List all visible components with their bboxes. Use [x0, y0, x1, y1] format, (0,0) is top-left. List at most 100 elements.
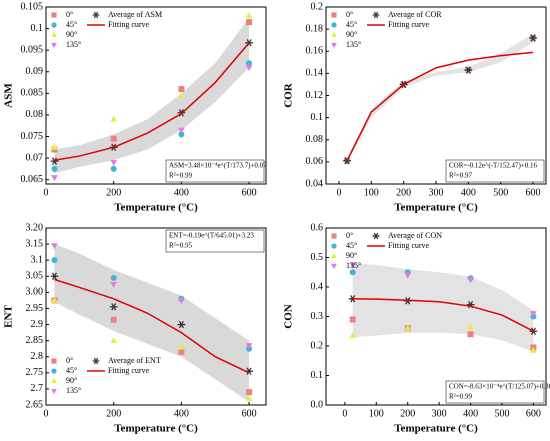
fit-curve [346, 51, 534, 162]
marker-triangle [245, 12, 253, 19]
y-tick-label: 0.4 [311, 281, 324, 292]
y-axis-label: ASM [3, 83, 15, 108]
legend-label: 45° [346, 20, 357, 29]
y-tick-label: 3.20 [26, 222, 44, 233]
marker-square [331, 12, 337, 18]
marker-triangle [51, 243, 58, 250]
legend-label: 90° [346, 30, 357, 39]
y-tick-label: 2.75 [26, 367, 44, 378]
fit-curve [54, 42, 250, 161]
marker-circle [51, 368, 57, 374]
marker-square [51, 358, 57, 364]
x-tick-label: 0 [336, 187, 341, 198]
y-tick-label: 0.07 [26, 152, 44, 163]
marker-triangle [331, 31, 337, 38]
marker-triangle [404, 324, 412, 331]
marker-triangle [178, 343, 185, 350]
x-tick-label: 0 [44, 187, 49, 198]
marker-asterisk [372, 232, 380, 240]
marker-triangle [349, 332, 357, 339]
y-tick-label: 3.1 [31, 254, 44, 265]
marker-circle [51, 165, 58, 172]
confidence-band [352, 263, 534, 352]
y-tick-label: 0.09 [26, 66, 44, 77]
marker-asterisk [529, 34, 537, 42]
marker-circle [51, 257, 58, 264]
y-tick-label: 0.3 [311, 311, 324, 322]
plot-frame [45, 6, 267, 185]
legend-label: 135° [346, 261, 361, 270]
y-tick-label: 0.075 [21, 131, 44, 142]
marker-triangle [110, 160, 117, 167]
marker-triangle [51, 377, 57, 384]
legend-label: 90° [66, 376, 77, 385]
x-tick-label: 600 [242, 408, 257, 419]
marker-triangle [110, 281, 117, 288]
marker-circle [110, 274, 117, 281]
x-tick-label: 100 [364, 187, 379, 198]
x-tick-label: 600 [526, 408, 541, 419]
annotation-text: R²=0.99 [449, 393, 472, 401]
y-axis-label: CON [283, 304, 295, 329]
x-tick-label: 200 [106, 187, 121, 198]
marker-triangle [331, 263, 337, 270]
annotation-box [165, 229, 265, 253]
marker-triangle [331, 252, 337, 259]
legend-label: 45° [66, 20, 77, 29]
marker-triangle [467, 277, 474, 284]
legend-label: 90° [66, 30, 77, 39]
x-tick-label: 200 [396, 187, 411, 198]
confidence-band [347, 33, 534, 163]
x-axis-label: Temperature (°C) [114, 423, 198, 435]
y-tick-label: 0.1 [311, 112, 324, 123]
marker-triangle [51, 42, 57, 49]
x-tick-label: 300 [432, 408, 447, 419]
marker-circle [178, 131, 185, 138]
legend-label: Fitting curve [388, 20, 430, 29]
marker-square [331, 233, 337, 239]
marker-asterisk [109, 303, 118, 311]
marker-square [349, 316, 356, 323]
y-tick-label: 0.6 [311, 222, 324, 233]
plot-frame [45, 227, 267, 406]
legend-label: Fitting curve [108, 20, 150, 29]
y-tick-label: 0.2 [311, 1, 324, 12]
marker-square [110, 316, 117, 323]
marker-asterisk [372, 11, 380, 19]
marker-triangle [178, 91, 185, 98]
x-tick-label: 500 [493, 187, 508, 198]
marker-triangle [178, 298, 185, 305]
marker-square [51, 12, 57, 18]
y-tick-label: 0.1 [311, 370, 324, 381]
confidence-band [54, 244, 250, 402]
legend-label: 135° [346, 40, 361, 49]
chart-panel: 0.04 0.06 0.08 0.1 0.12 0.14 0.16 0.18 0.2 0 100 20… [283, 1, 547, 214]
legend-label: 0° [66, 10, 73, 19]
x-tick-label: 200 [106, 408, 121, 419]
y-axis-label: COR [283, 82, 295, 108]
annotation-text: ASM=3.48×10⁻⁴e^(T/173.7)+0.07 [169, 162, 267, 170]
legend-label: Average of COR [388, 10, 442, 19]
x-tick-label: 0 [44, 408, 49, 419]
y-tick-label: 2.9 [31, 319, 44, 330]
marker-square [246, 389, 253, 396]
annotation-box [445, 380, 545, 404]
x-axis-label: Temperature (°C) [394, 202, 478, 214]
y-tick-label: 3.05 [26, 271, 44, 282]
y-tick-label: 2.85 [26, 335, 44, 346]
x-tick-label: 400 [461, 187, 476, 198]
legend-label: Average of ENT [108, 356, 161, 365]
marker-asterisk [529, 327, 538, 335]
marker-triangle [51, 175, 58, 182]
y-tick-label: 0.16 [306, 46, 324, 57]
annotation-text: ENT=-0.19e^(T/645.01)+3.23 [169, 232, 254, 240]
marker-triangle [530, 346, 537, 353]
annotation-text: R²=0.99 [169, 172, 192, 180]
annotation-text: R²=0.95 [169, 242, 192, 250]
x-tick-label: 300 [429, 187, 444, 198]
x-axis-label: Temperature (°C) [114, 202, 198, 214]
legend-label: Fitting curve [108, 366, 150, 375]
marker-asterisk [50, 272, 59, 280]
marker-asterisk [464, 66, 473, 74]
marker-triangle [245, 394, 253, 401]
